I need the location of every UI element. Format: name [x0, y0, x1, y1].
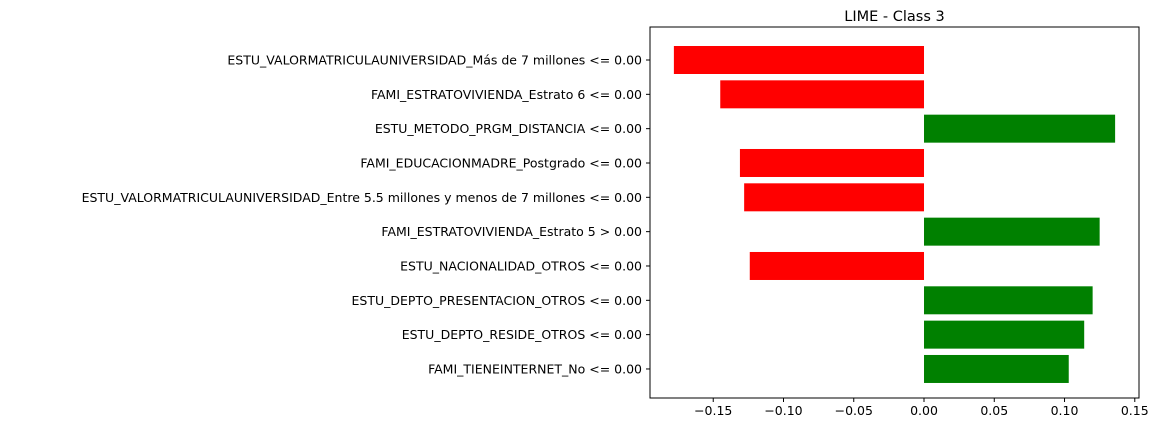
bar-3: [739, 148, 925, 177]
x-tick-label-5: 0.10: [1051, 403, 1079, 418]
bar-8: [924, 320, 1085, 349]
x-tick-label-4: 0.05: [980, 403, 1008, 418]
bar-0: [673, 46, 925, 74]
bar-6: [749, 251, 925, 280]
bars-group: [673, 46, 1116, 383]
x-tick-label-0: −0.15: [694, 403, 732, 418]
chart-title: LIME - Class 3: [844, 9, 944, 25]
y-tick-label-1: FAMI_ESTRATOVIVIENDA_Estrato 6 <= 0.00: [371, 87, 642, 102]
y-tick-label-5: FAMI_ESTRATOVIVIENDA_Estrato 5 > 0.00: [381, 224, 642, 239]
plot-frame: [649, 26, 1140, 399]
y-tick-label-2: ESTU_METODO_PRGM_DISTANCIA <= 0.00: [375, 121, 642, 136]
bar-5: [924, 217, 1100, 246]
y-tick-label-8: ESTU_DEPTO_RESIDE_OTROS <= 0.00: [402, 327, 642, 342]
y-tick-label-7: ESTU_DEPTO_PRESENTACION_OTROS <= 0.00: [352, 293, 643, 308]
y-tick-label-6: ESTU_NACIONALIDAD_OTROS <= 0.00: [400, 258, 642, 273]
y-tick-labels: ESTU_VALORMATRICULAUNIVERSIDAD_Más de 7 …: [82, 53, 650, 376]
y-tick-label-9: FAMI_TIENEINTERNET_No <= 0.00: [428, 361, 642, 376]
x-tick-label-1: −0.10: [764, 403, 802, 418]
y-tick-label-4: ESTU_VALORMATRICULAUNIVERSIDAD_Entre 5.5…: [82, 190, 642, 205]
x-tick-label-6: 0.15: [1121, 403, 1149, 418]
bar-2: [924, 114, 1116, 143]
bar-4: [744, 183, 925, 212]
bar-7: [924, 286, 1093, 315]
bar-9: [924, 354, 1069, 383]
x-axis: −0.15 −0.10 −0.05 0.00 0.05 0.10 0.15: [694, 398, 1149, 418]
x-tick-label-3: 0.00: [910, 403, 938, 418]
x-tick-label-2: −0.05: [835, 403, 873, 418]
y-tick-label-3: FAMI_EDUCACIONMADRE_Postgrado <= 0.00: [360, 155, 642, 170]
bar-1: [720, 80, 925, 109]
y-tick-label-0: ESTU_VALORMATRICULAUNIVERSIDAD_Más de 7 …: [227, 53, 642, 68]
